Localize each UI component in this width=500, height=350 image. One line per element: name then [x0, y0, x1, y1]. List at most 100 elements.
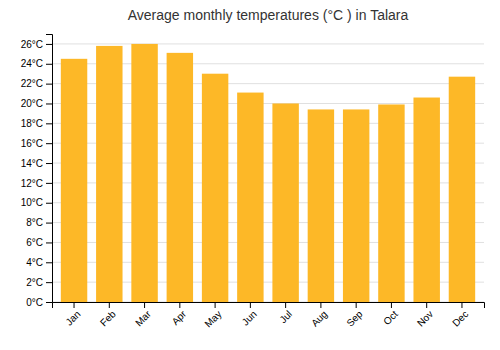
tick-mark [46, 64, 52, 65]
tick: 24°C [21, 58, 52, 69]
tick: 0°C [26, 297, 52, 308]
tick-mark [391, 302, 392, 308]
tick: Jul [277, 302, 294, 325]
bar [167, 53, 193, 302]
tick: 10°C [21, 197, 52, 208]
chart: 0°C 2°C 4°C 6°C 8°C 10°C 12°C 14°C 16°C 18°C 20°C 2… [0, 0, 500, 350]
tick: Dec [450, 302, 470, 329]
tick-mark [144, 302, 145, 308]
tick-mark [46, 143, 52, 144]
tick-label: 24°C [21, 58, 43, 69]
tick: Aug [309, 302, 329, 329]
tick-mark [179, 302, 180, 308]
axis-line [53, 303, 485, 309]
tick-mark [46, 282, 52, 283]
bar [272, 103, 298, 302]
tick: Jun [240, 302, 259, 328]
tick-mark [461, 302, 462, 308]
tick: Mar [133, 302, 153, 328]
tick-label: 16°C [21, 138, 43, 149]
tick-mark [74, 302, 75, 308]
tick-label: 18°C [21, 118, 43, 129]
grid [52, 44, 484, 302]
tick-label: Oct [381, 308, 400, 327]
tick-label: Jul [277, 308, 294, 325]
tick-label: Mar [133, 308, 153, 328]
tick-label: 6°C [26, 237, 43, 248]
tick-label: Jun [240, 308, 259, 327]
tick-label: 26°C [21, 39, 43, 50]
bar [202, 74, 228, 302]
tick-label: 10°C [21, 197, 43, 208]
plot: 0°C 2°C 4°C 6°C 8°C 10°C 12°C 14°C 16°C 18°C 20°C 2… [21, 35, 485, 330]
tick-label: 2°C [26, 277, 43, 288]
tick-mark [285, 302, 286, 308]
x-axis: Jan Feb Mar Apr May Jun Jul Aug Sep Oct Nov Dec [53, 302, 485, 330]
tick-label: Feb [98, 308, 118, 328]
bar [96, 46, 122, 302]
tick: Sep [344, 302, 365, 329]
axis-line [46, 35, 53, 303]
tick-label: 20°C [21, 98, 43, 109]
tick: 16°C [21, 138, 52, 149]
tick-mark [426, 302, 427, 308]
tick-label: Jan [63, 308, 82, 327]
bar [413, 98, 439, 302]
tick: May [202, 302, 223, 330]
tick-mark [46, 302, 52, 303]
tick-label: Apr [170, 308, 189, 327]
bar [131, 44, 157, 302]
tick-label: Nov [415, 308, 435, 328]
tick-mark [46, 163, 52, 164]
y-axis: 0°C 2°C 4°C 6°C 8°C 10°C 12°C 14°C 16°C 18°C 20°C 2… [21, 35, 53, 308]
tick: 20°C [21, 98, 52, 109]
tick-mark [215, 302, 216, 308]
tick-mark [46, 242, 52, 243]
tick-mark [46, 44, 52, 45]
tick-label: 0°C [26, 297, 43, 308]
tick-label: 22°C [21, 78, 43, 89]
tick-mark [46, 183, 52, 184]
tick-label: 4°C [26, 257, 43, 268]
title: Average monthly temperatures (°C ) in Ta… [128, 7, 409, 23]
bar [237, 93, 263, 302]
tick-label: Sep [344, 308, 365, 329]
tick: 2°C [26, 277, 52, 288]
bar [343, 109, 369, 302]
tick: 22°C [21, 78, 52, 89]
tick-mark [356, 302, 357, 308]
tick: Apr [170, 302, 189, 327]
tick: 6°C [26, 237, 52, 248]
tick: 4°C [26, 257, 52, 268]
tick: 14°C [21, 158, 52, 169]
tick-mark [46, 262, 52, 263]
tick: Feb [98, 302, 118, 328]
tick: 26°C [21, 39, 52, 50]
tick-mark [109, 302, 110, 308]
tick-mark [46, 203, 52, 204]
tick: 8°C [26, 217, 52, 228]
tick-label: May [202, 308, 223, 329]
tick-mark [250, 302, 251, 308]
tick-mark [46, 103, 52, 104]
tick: 12°C [21, 178, 52, 189]
bar [308, 109, 334, 302]
bar [61, 59, 87, 302]
tick-label: 14°C [21, 158, 43, 169]
grid-line [52, 43, 484, 44]
tick-mark [46, 84, 52, 85]
tick-label: Dec [450, 308, 470, 328]
tick-mark [320, 302, 321, 308]
tick-label: 12°C [21, 178, 43, 189]
tick: Oct [381, 302, 400, 327]
tick: Nov [415, 302, 435, 329]
bars [61, 44, 475, 302]
bar [449, 77, 475, 302]
tick-mark [46, 123, 52, 124]
tick-label: 8°C [26, 217, 43, 228]
bar [378, 104, 404, 302]
tick-mark [46, 223, 52, 224]
tick-label: Aug [309, 308, 329, 328]
tick: 18°C [21, 118, 52, 129]
tick: Jan [63, 302, 82, 328]
